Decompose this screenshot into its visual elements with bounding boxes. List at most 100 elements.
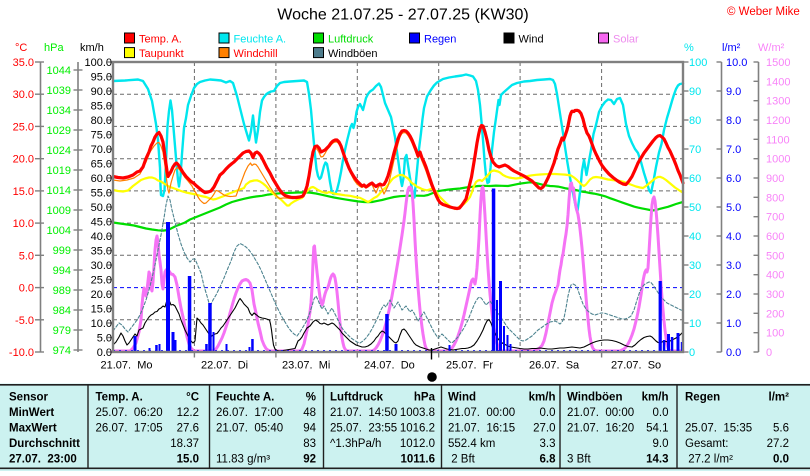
svg-text:15.0: 15.0: [91, 304, 112, 316]
svg-text:900: 900: [766, 173, 784, 185]
svg-text:-10.0: -10.0: [9, 347, 34, 359]
svg-text:27.07. 23:00: 27.07. 23:00: [9, 454, 77, 466]
svg-text:54.1: 54.1: [646, 423, 668, 435]
svg-text:0.0: 0.0: [726, 347, 741, 359]
svg-text:1012.0: 1012.0: [400, 438, 435, 450]
svg-text:1011.6: 1011.6: [400, 454, 435, 466]
svg-text:1.0: 1.0: [726, 318, 741, 330]
svg-text:11.83 g/m³: 11.83 g/m³: [216, 454, 270, 466]
svg-text:30.0: 30.0: [13, 89, 34, 101]
svg-text:%: %: [306, 392, 316, 404]
svg-text:2 Bft: 2 Bft: [448, 454, 476, 466]
svg-text:°C: °C: [15, 42, 27, 54]
svg-text:7.0: 7.0: [726, 144, 741, 156]
svg-text:25.07. 23:55: 25.07. 23:55: [330, 423, 397, 435]
svg-text:5.0: 5.0: [97, 333, 112, 345]
svg-text:10: 10: [689, 318, 701, 330]
svg-text:1000: 1000: [766, 154, 790, 166]
svg-text:0.0: 0.0: [653, 407, 669, 419]
svg-text:100: 100: [689, 57, 707, 69]
svg-text:MaxWert: MaxWert: [9, 423, 57, 435]
svg-text:1016.2: 1016.2: [400, 423, 435, 435]
svg-text:35.0: 35.0: [91, 246, 112, 258]
svg-text:26.07. 17:05: 26.07. 17:05: [96, 423, 163, 435]
svg-text:9.0: 9.0: [653, 438, 669, 450]
svg-text:0.0: 0.0: [540, 407, 556, 419]
svg-text:1039: 1039: [47, 85, 71, 97]
svg-text:75.0: 75.0: [91, 130, 112, 142]
svg-text:26.07. 17:00: 26.07. 17:00: [216, 407, 283, 419]
svg-text:90: 90: [689, 86, 701, 98]
svg-text:°C: °C: [186, 392, 199, 404]
svg-text:8.0: 8.0: [726, 115, 741, 127]
svg-text:15.0: 15.0: [177, 454, 199, 466]
svg-text:1100: 1100: [766, 134, 790, 146]
svg-text:Sensor: Sensor: [9, 392, 49, 404]
svg-text:W/m²: W/m²: [758, 42, 785, 54]
svg-text:km/h: km/h: [642, 392, 669, 404]
svg-text:1300: 1300: [766, 96, 790, 108]
svg-text:55.0: 55.0: [91, 188, 112, 200]
svg-text:45.0: 45.0: [91, 217, 112, 229]
svg-text:^1.3hPa/h: ^1.3hPa/h: [330, 438, 381, 450]
svg-text:40: 40: [689, 231, 701, 243]
svg-text:km/h: km/h: [80, 42, 104, 54]
svg-text:5.6: 5.6: [773, 423, 789, 435]
svg-text:hPa: hPa: [414, 392, 436, 404]
svg-text:1024: 1024: [47, 145, 71, 157]
svg-text:15.0: 15.0: [13, 186, 34, 198]
svg-text:80.0: 80.0: [91, 115, 112, 127]
svg-text:1029: 1029: [47, 125, 71, 137]
svg-text:6.8: 6.8: [540, 454, 557, 466]
svg-text:Feuchte A.: Feuchte A.: [234, 34, 287, 46]
svg-text:85.0: 85.0: [91, 101, 112, 113]
svg-text:974: 974: [53, 345, 71, 357]
svg-text:1019: 1019: [47, 165, 71, 177]
svg-text:21.07. 14:50: 21.07. 14:50: [330, 407, 397, 419]
svg-text:21.07. 16:20: 21.07. 16:20: [567, 423, 634, 435]
svg-text:979: 979: [53, 325, 71, 337]
svg-text:100.0: 100.0: [84, 57, 112, 69]
svg-text:Durchschnitt: Durchschnitt: [9, 438, 80, 450]
svg-text:hPa: hPa: [44, 42, 64, 54]
svg-text:Luftdruck: Luftdruck: [330, 392, 384, 404]
svg-text:25.07. 06:20: 25.07. 06:20: [96, 407, 163, 419]
svg-text:27.2 l/m²: 27.2 l/m²: [685, 454, 733, 466]
svg-text:70: 70: [689, 144, 701, 156]
svg-text:0.0: 0.0: [97, 347, 112, 359]
svg-text:20: 20: [689, 289, 701, 301]
svg-text:1200: 1200: [766, 115, 790, 127]
svg-text:3.3: 3.3: [540, 438, 556, 450]
svg-text:30: 30: [689, 260, 701, 272]
svg-text:km/h: km/h: [529, 392, 556, 404]
svg-text:21.07. 00:00: 21.07. 00:00: [567, 407, 634, 419]
svg-text:600: 600: [766, 231, 784, 243]
svg-text:21.07. 00:00: 21.07. 00:00: [448, 407, 515, 419]
svg-text:1014: 1014: [47, 185, 71, 197]
svg-text:21.07. 16:15: 21.07. 16:15: [448, 423, 515, 435]
svg-text:Temp. A.: Temp. A.: [139, 34, 182, 46]
svg-text:Windchill: Windchill: [234, 48, 278, 60]
svg-text:10.0: 10.0: [726, 57, 747, 69]
svg-text:10.0: 10.0: [91, 318, 112, 330]
svg-text:Windböen: Windböen: [328, 48, 378, 60]
svg-text:989: 989: [53, 285, 71, 297]
svg-text:0: 0: [689, 347, 695, 359]
svg-text:60: 60: [689, 173, 701, 185]
svg-text:27.2: 27.2: [767, 438, 789, 450]
svg-text:25.07. Fr: 25.07. Fr: [446, 360, 493, 372]
svg-text:100: 100: [766, 328, 784, 340]
svg-text:552.4 km: 552.4 km: [448, 438, 495, 450]
svg-text:94: 94: [303, 423, 316, 435]
svg-text:24.07. Do: 24.07. Do: [364, 360, 415, 372]
svg-text:Wind: Wind: [519, 34, 544, 46]
svg-text:21.07. 05:40: 21.07. 05:40: [216, 423, 283, 435]
svg-text:50: 50: [689, 202, 701, 214]
svg-text:40.0: 40.0: [91, 231, 112, 243]
svg-text:5.0: 5.0: [19, 250, 34, 262]
svg-text:Luftdruck: Luftdruck: [328, 34, 374, 46]
svg-text:3 Bft: 3 Bft: [567, 454, 591, 466]
svg-text:95.0: 95.0: [91, 72, 112, 84]
svg-text:1009: 1009: [47, 205, 71, 217]
svg-text:Regen: Regen: [685, 392, 720, 404]
